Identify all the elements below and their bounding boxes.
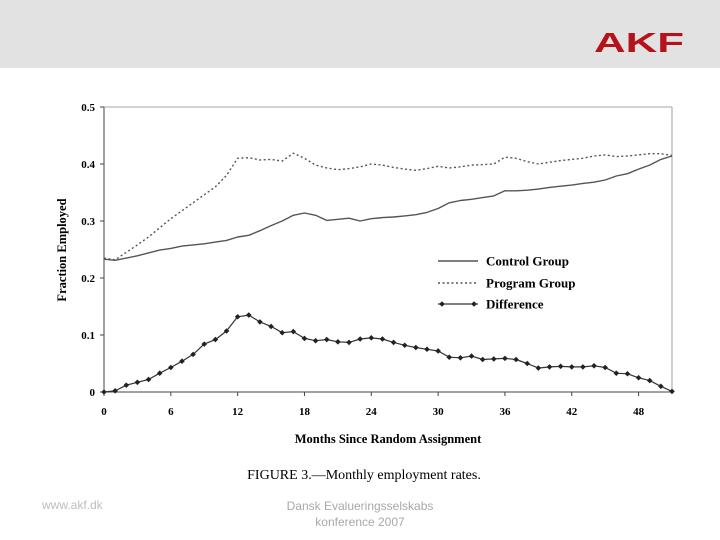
difference-point	[446, 354, 453, 361]
logo-text: AKF	[594, 30, 684, 54]
difference-point	[457, 355, 464, 361]
footer-line-2: konference 2007	[315, 515, 405, 529]
difference-line	[103, 314, 673, 393]
footer-conference: Dansk Evalueringsselskabs konference 200…	[260, 498, 460, 530]
difference-point	[145, 376, 152, 383]
difference-point	[301, 335, 308, 342]
legend-program-group-label: Program Group	[486, 276, 575, 291]
difference-point	[557, 363, 564, 370]
difference-point	[156, 370, 163, 376]
y-tick-label: 0.4	[81, 159, 95, 171]
difference-point	[245, 312, 252, 318]
difference-point	[290, 328, 297, 335]
legend-difference-label: Difference	[486, 297, 544, 312]
difference-point	[635, 374, 642, 381]
difference-point	[268, 323, 274, 330]
difference-point	[413, 344, 419, 351]
x-tick-label: 0	[101, 406, 107, 418]
difference-point	[234, 313, 241, 320]
legend-control-group-label: Control Group	[486, 254, 569, 269]
x-tick-label: 18	[299, 406, 311, 418]
difference-point	[179, 358, 185, 365]
y-axis-label: Fraction Employed	[55, 198, 69, 301]
difference-point	[535, 365, 542, 371]
x-tick-label: 12	[232, 406, 244, 418]
difference-point	[390, 339, 397, 346]
difference-point	[568, 364, 575, 370]
header-bar	[0, 0, 720, 68]
y-tick-label: 0.5	[81, 102, 95, 114]
difference-point	[123, 382, 130, 388]
y-tick-label: 0.1	[81, 330, 95, 342]
difference-point	[613, 370, 620, 376]
difference-point	[479, 356, 486, 363]
difference-point	[424, 346, 430, 353]
footer-url[interactable]: www.akf.dk	[42, 498, 103, 512]
difference-point	[212, 336, 219, 343]
difference-point	[323, 336, 330, 343]
x-tick-label: 24	[366, 406, 378, 418]
x-tick-label: 30	[433, 406, 445, 418]
difference-point	[134, 379, 141, 386]
difference-point	[257, 319, 263, 325]
difference-point	[346, 339, 352, 346]
difference-point	[368, 335, 375, 341]
difference-point	[312, 337, 319, 344]
difference-point	[468, 353, 475, 359]
control-group-line	[103, 155, 673, 261]
difference-point	[101, 389, 107, 395]
difference-point	[357, 336, 363, 342]
difference-point	[646, 377, 653, 384]
difference-point	[669, 388, 675, 395]
difference-point	[513, 356, 519, 363]
y-tick-label: 0.2	[81, 273, 95, 285]
x-tick-label: 36	[499, 406, 511, 418]
difference-point	[591, 362, 597, 369]
difference-point	[435, 348, 441, 354]
difference-point	[201, 341, 208, 347]
chart-title: FIGURE 3.—Monthly employment rates.	[247, 468, 481, 483]
difference-point	[335, 339, 341, 345]
difference-point	[658, 383, 664, 390]
difference-point	[279, 329, 285, 336]
difference-point	[112, 388, 118, 394]
difference-point	[190, 351, 196, 358]
x-tick-label: 42	[566, 406, 578, 418]
x-axis-label: Months Since Random Assignment	[295, 432, 482, 446]
program-group-line	[103, 152, 673, 261]
difference-point	[379, 336, 386, 342]
x-tick-label: 48	[633, 406, 645, 418]
difference-point	[602, 364, 608, 371]
y-tick-label: 0	[90, 387, 96, 399]
difference-point	[624, 370, 631, 377]
difference-point	[524, 360, 531, 367]
y-tick-label: 0.3	[81, 216, 95, 228]
difference-point	[401, 342, 408, 349]
akf-logo: AKF	[594, 30, 684, 54]
difference-point	[546, 364, 553, 370]
difference-point	[491, 356, 497, 362]
difference-point	[168, 364, 174, 371]
x-tick-label: 6	[168, 406, 174, 418]
legend-difference-marker	[439, 301, 445, 307]
difference-point	[502, 355, 508, 362]
legend-difference-marker	[471, 301, 477, 307]
difference-point	[223, 328, 230, 334]
footer-line-1: Dansk Evalueringsselskabs	[286, 499, 434, 513]
difference-point	[580, 364, 586, 370]
